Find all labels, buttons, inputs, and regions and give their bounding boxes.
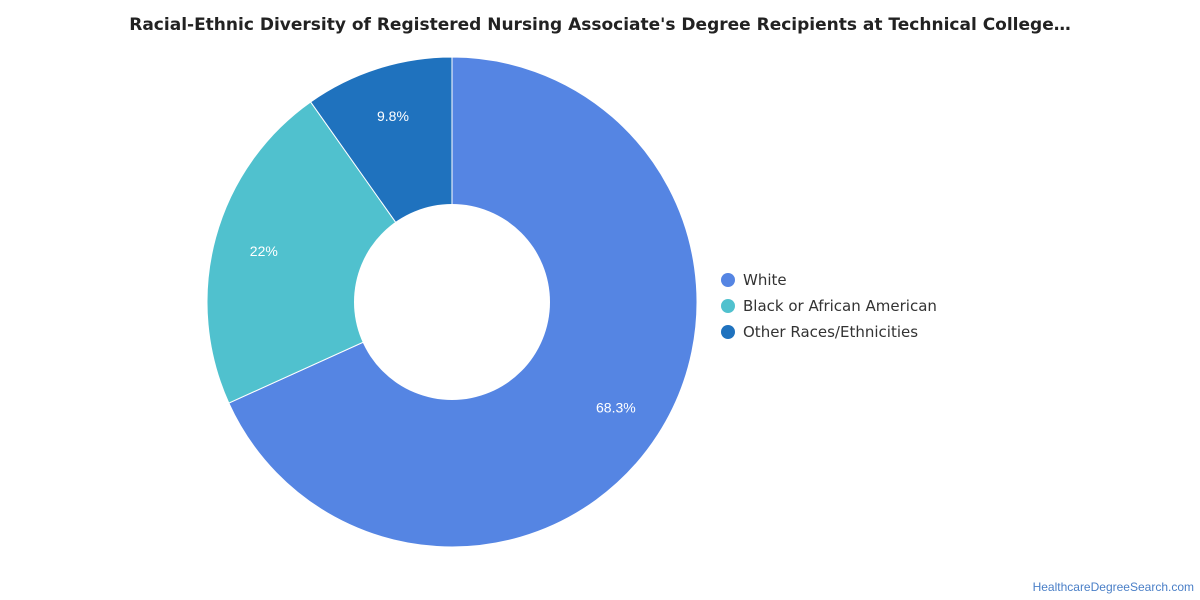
data-label: 22%: [250, 243, 278, 259]
legend-label: Black or African American: [743, 297, 937, 315]
legend-item[interactable]: Black or African American: [721, 293, 937, 319]
legend-label: White: [743, 271, 787, 289]
legend-swatch: [721, 299, 735, 313]
data-label: 9.8%: [377, 108, 409, 124]
legend-swatch: [721, 325, 735, 339]
legend-item[interactable]: Other Races/Ethnicities: [721, 319, 937, 345]
legend-swatch: [721, 273, 735, 287]
legend-item[interactable]: White: [721, 267, 937, 293]
data-label: 68.3%: [596, 400, 636, 416]
chart-title: Racial-Ethnic Diversity of Registered Nu…: [129, 15, 1071, 35]
legend: White Black or African American Other Race…: [721, 267, 937, 345]
legend-label: Other Races/Ethnicities: [743, 323, 919, 341]
donut-hole: [354, 204, 550, 400]
source-credit-link[interactable]: HealthcareDegreeSearch.com: [1032, 580, 1194, 594]
